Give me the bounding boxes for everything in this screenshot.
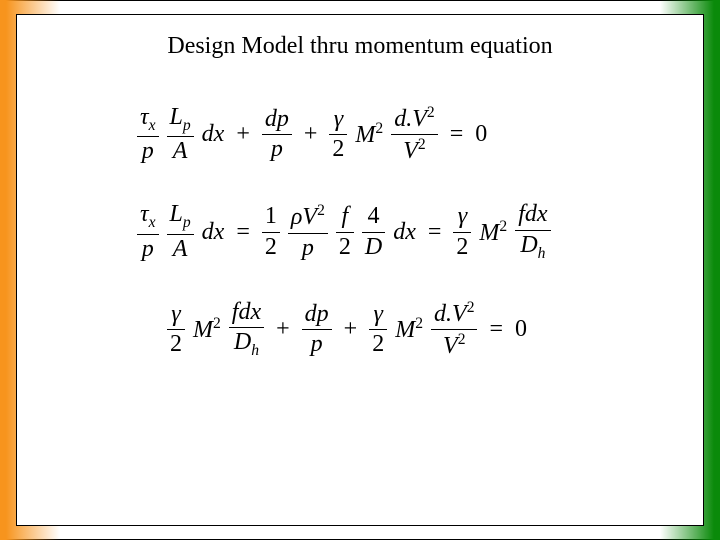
frac-f-over-2: f 2 bbox=[336, 204, 354, 259]
slide-card: Design Model thru momentum equation τx p… bbox=[16, 14, 704, 526]
sym-fdx-2: fdx bbox=[229, 300, 264, 325]
equation-3: γ 2 M2 fdx Dh + dp p + γ 2 M2 bbox=[167, 300, 643, 359]
sym-p-5: p bbox=[308, 332, 326, 357]
sym-gamma-2: γ bbox=[455, 204, 470, 229]
sym-sq-6: 2 bbox=[213, 315, 221, 332]
equation-1: τx p Lp A dx + dp p + γ 2 M2 bbox=[137, 105, 643, 164]
sym-sub-x-2: x bbox=[149, 214, 156, 231]
sym-sub-h: h bbox=[538, 244, 546, 261]
frac-dp-over-p-2: dp p bbox=[302, 302, 332, 357]
sym-M-2: M bbox=[479, 220, 499, 246]
equation-2: τx p Lp A dx = 1 2 ρV2 p f bbox=[137, 202, 643, 261]
frac-Lp-over-A-2: Lp A bbox=[167, 202, 194, 261]
frac-fdx-over-Dh-2: fdx Dh bbox=[229, 300, 264, 359]
frac-gamma-over-2: γ 2 bbox=[329, 107, 347, 162]
sym-zero-2: 0 bbox=[515, 316, 527, 343]
M-squared-2: M2 bbox=[479, 218, 507, 247]
frac-taux-over-p: τx p bbox=[137, 105, 159, 164]
sym-L-2: L bbox=[170, 201, 183, 227]
sym-one: 1 bbox=[262, 204, 280, 229]
op-plus-3: + bbox=[272, 316, 294, 343]
frac-gamma-over-2-d: γ 2 bbox=[369, 302, 387, 357]
sym-two-3: 2 bbox=[336, 235, 354, 260]
sym-two-5: 2 bbox=[167, 332, 185, 357]
sym-dV: d.V bbox=[394, 106, 427, 132]
sym-sq-4: 2 bbox=[317, 202, 325, 219]
sym-V-3: V bbox=[443, 333, 458, 359]
sym-A-2: A bbox=[170, 237, 191, 262]
frac-Lp-over-A: Lp A bbox=[167, 105, 194, 164]
sym-gamma-3: γ bbox=[168, 302, 183, 327]
sym-dx-3: dx bbox=[393, 219, 416, 246]
sym-dx-2: dx bbox=[202, 219, 225, 246]
sym-dp: dp bbox=[262, 107, 292, 132]
sym-V: V bbox=[403, 138, 418, 164]
sym-sq-7: 2 bbox=[415, 315, 423, 332]
sym-sq-8: 2 bbox=[467, 299, 475, 316]
slide-title: Design Model thru momentum equation bbox=[17, 33, 703, 60]
sym-two-6: 2 bbox=[369, 332, 387, 357]
equations-block: τx p Lp A dx + dp p + γ 2 M2 bbox=[137, 105, 643, 397]
sym-gamma: γ bbox=[331, 107, 346, 132]
sym-Dh: D bbox=[520, 232, 537, 258]
frac-gamma-over-2-b: γ 2 bbox=[453, 204, 471, 259]
frac-taux-over-p-2: τx p bbox=[137, 202, 159, 261]
M-squared-4: M2 bbox=[395, 315, 423, 344]
sym-L: L bbox=[170, 104, 183, 130]
frac-dp-over-p: dp p bbox=[262, 107, 292, 162]
sym-sq-3: 2 bbox=[418, 136, 426, 153]
op-eq-2: = bbox=[232, 219, 254, 246]
sym-Dh-2: D bbox=[234, 329, 251, 355]
frac-1-over-2: 1 2 bbox=[262, 204, 280, 259]
frac-dVsq-over-Vsq-2: d.V2 V2 bbox=[431, 300, 477, 359]
sym-sq-5: 2 bbox=[499, 218, 507, 235]
sym-sq-9: 2 bbox=[458, 331, 466, 348]
sym-p-3: p bbox=[139, 237, 157, 262]
sym-M-4: M bbox=[395, 317, 415, 343]
frac-4-over-D: 4 D bbox=[362, 204, 385, 259]
sym-two-4: 2 bbox=[453, 235, 471, 260]
op-eq-3: = bbox=[424, 219, 446, 246]
sym-A: A bbox=[170, 139, 191, 164]
sym-sub-x: x bbox=[149, 117, 156, 134]
sym-dV-2: d.V bbox=[434, 301, 467, 327]
op-eq: = bbox=[446, 121, 468, 148]
sym-f: f bbox=[339, 204, 352, 229]
frac-gamma-over-2-c: γ 2 bbox=[167, 302, 185, 357]
sym-p-4: p bbox=[299, 236, 317, 261]
sym-sub-h-2: h bbox=[251, 342, 259, 359]
sym-D: D bbox=[362, 235, 385, 260]
sym-sub-p-2: p bbox=[183, 214, 191, 231]
sym-zero: 0 bbox=[475, 121, 487, 148]
sym-dx: dx bbox=[202, 121, 225, 148]
sym-M: M bbox=[355, 122, 375, 148]
op-plus: + bbox=[232, 121, 254, 148]
sym-sq-2: 2 bbox=[427, 104, 435, 121]
sym-four: 4 bbox=[365, 204, 383, 229]
sym-tau: τ bbox=[140, 104, 149, 130]
sym-gamma-4: γ bbox=[370, 302, 385, 327]
sym-rho: ρ bbox=[291, 204, 303, 230]
op-eq-4: = bbox=[485, 316, 507, 343]
sym-dp-2: dp bbox=[302, 302, 332, 327]
op-plus-4: + bbox=[340, 316, 362, 343]
sym-two: 2 bbox=[329, 137, 347, 162]
sym-V-2: V bbox=[302, 204, 317, 230]
op-plus-2: + bbox=[300, 121, 322, 148]
frac-fdx-over-Dh: fdx Dh bbox=[515, 202, 550, 261]
sym-p: p bbox=[139, 139, 157, 164]
sym-p-2: p bbox=[268, 137, 286, 162]
sym-fdx: fdx bbox=[515, 202, 550, 227]
sym-two-2: 2 bbox=[262, 235, 280, 260]
frac-rhoVsq-over-p: ρV2 p bbox=[288, 203, 328, 260]
sym-sq: 2 bbox=[375, 120, 383, 137]
frac-dVsq-over-Vsq: d.V2 V2 bbox=[391, 105, 437, 164]
sym-tau-2: τ bbox=[140, 201, 149, 227]
sym-M-3: M bbox=[193, 317, 213, 343]
M-squared-3: M2 bbox=[193, 315, 221, 344]
sym-sub-p: p bbox=[183, 117, 191, 134]
M-squared: M2 bbox=[355, 120, 383, 149]
